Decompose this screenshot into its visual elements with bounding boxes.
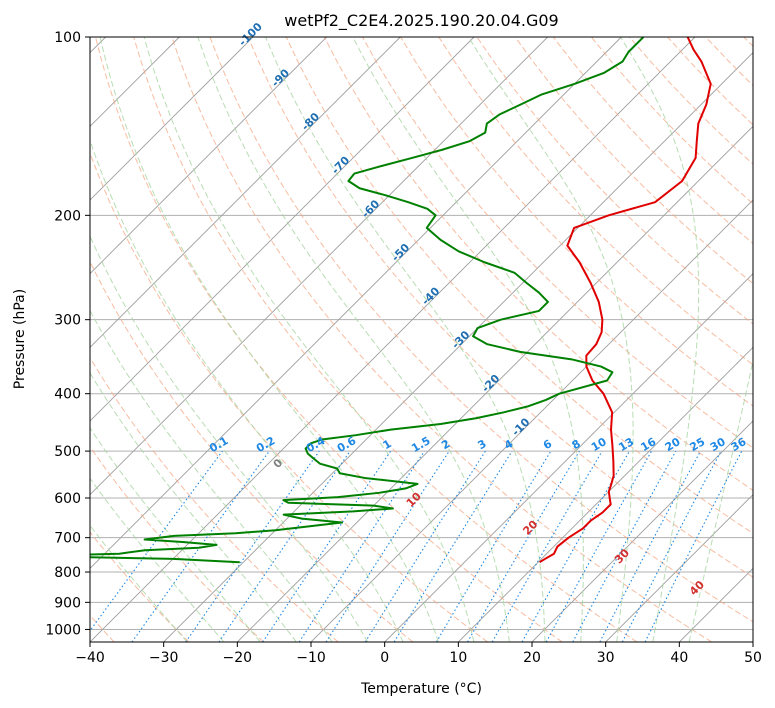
background-lines: [90, 37, 753, 642]
dry-adiabat-line: [514, 37, 753, 285]
moist-adiabat-line: [197, 37, 510, 642]
y-tick-label: 800: [54, 565, 81, 581]
moist-adiabat-line: [90, 372, 297, 642]
dry-adiabat-line: [90, 445, 264, 642]
dewpoint-profile-line: [90, 37, 645, 564]
dry-adiabat-line: [90, 356, 339, 642]
x-tick-label: 20: [523, 650, 541, 666]
dry-adiabat-line: [90, 260, 414, 642]
isotherm-line: [605, 494, 753, 642]
mixing-ratio-line: [325, 450, 450, 642]
moist-adiabat-line: [265, 37, 546, 642]
x-axis-label: Temperature (°C): [360, 681, 482, 697]
mixing-ratio-line: [131, 450, 270, 642]
y-tick-label: 200: [54, 208, 81, 224]
isotherm-line: [90, 37, 548, 496]
mixing-ratio-line: [572, 450, 677, 642]
x-tick-label: −10: [296, 650, 326, 666]
dry-adiabat-line: [90, 531, 190, 642]
mixing-ratio-line: [185, 450, 320, 642]
x-tick-label: 0: [380, 650, 389, 666]
isotherm-line: [384, 273, 753, 642]
moist-adiabat-line: [90, 235, 369, 642]
x-tick-label: −20: [223, 650, 253, 666]
isotherm-line: [90, 37, 254, 201]
y-tick-label: 400: [54, 387, 81, 403]
x-tick-label: −40: [75, 650, 105, 666]
profile-lines: [90, 37, 712, 564]
moist-adiabat-line: [352, 37, 584, 642]
y-tick-label: 100: [54, 30, 81, 46]
moist-adiabat-line: [688, 358, 753, 642]
mixing-ratio-line: [644, 450, 743, 642]
isotherm-line: [90, 37, 327, 275]
x-tick-label: 50: [744, 650, 762, 666]
axes: −40 −30 −20 −10 0 10 20 30 40 50 100 200 300 400 500 60…: [45, 30, 762, 666]
moist-adiabat-line: [99, 37, 439, 642]
isotherm-line: [90, 37, 696, 642]
dry-adiabat-line: [285, 37, 753, 534]
y-tick-label: 900: [54, 595, 81, 611]
dry-adiabat-line: [90, 151, 488, 642]
x-tick-label: −30: [149, 650, 179, 666]
dry-adiabat-line: [247, 37, 753, 578]
dry-adiabat-line: [400, 37, 753, 407]
mixing-ratio-line: [218, 450, 351, 642]
x-tick-label: 30: [597, 650, 615, 666]
x-tick-label: 40: [670, 650, 688, 666]
x-tick-label: 10: [449, 650, 467, 666]
y-tick-label: 500: [54, 444, 81, 460]
isotherm-line: [90, 37, 401, 348]
moist-adiabat-line: [90, 427, 261, 642]
moist-adiabat-line: [90, 138, 404, 642]
isotherm-line: [458, 346, 753, 642]
y-tick-label: 300: [54, 313, 81, 329]
mixing-ratio-line: [90, 450, 223, 632]
plot-frame: [89, 36, 754, 643]
mixing-ratio-line: [545, 450, 653, 642]
isotherm-line: [531, 420, 753, 642]
dry-adiabat-line: [95, 37, 563, 642]
chart-title: wetPf2_C2E4.2025.190.20.04.G09: [284, 11, 558, 31]
moist-adiabat-line: [619, 37, 700, 642]
pressure-grid: [90, 37, 753, 630]
dry-adiabat-line: [133, 37, 638, 642]
mixing-ratio-line: [521, 450, 630, 642]
isotherm-line: [163, 52, 753, 642]
moist-adiabat-line: [90, 309, 333, 642]
y-tick-label: 1000: [45, 622, 81, 638]
dry-adiabat-line: [362, 37, 753, 449]
dry-adiabat-line: [171, 37, 713, 642]
moist-adiabat-line: [143, 37, 475, 642]
moist-adiabat-line: [90, 524, 188, 642]
isotherm-line: [90, 37, 622, 569]
moist-adiabat-line: [90, 477, 225, 642]
mixing-ratio-line: [298, 450, 425, 642]
dry-adiabat-line: [438, 37, 753, 366]
mixing-ratio-line: [393, 450, 513, 642]
isotherm-line: [237, 125, 753, 642]
y-tick-label: 600: [54, 491, 81, 507]
isotherm-line: [90, 37, 475, 422]
dry-adiabat-line: [209, 37, 753, 623]
y-axis-label: Pressure (hPa): [12, 289, 28, 389]
temperature-profile-line: [539, 37, 712, 564]
y-tick-label: 700: [54, 531, 81, 547]
